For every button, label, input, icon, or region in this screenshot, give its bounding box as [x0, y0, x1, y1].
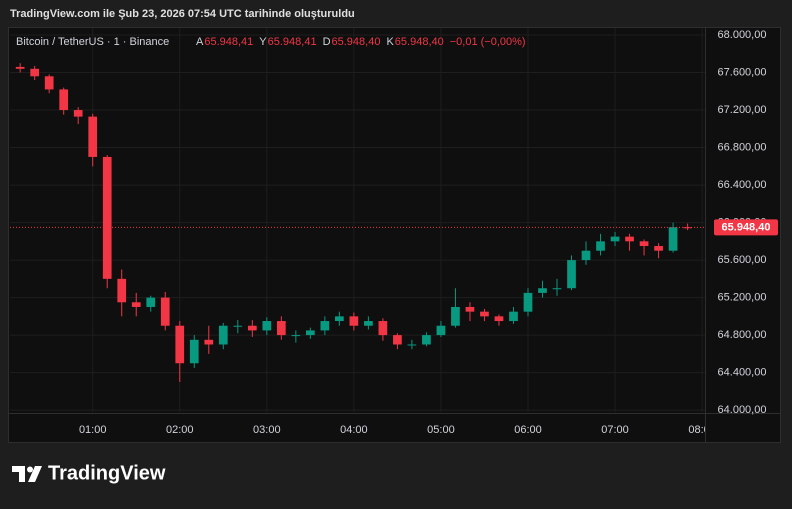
x-tick-label: 01:00: [79, 424, 107, 436]
candle-body: [247, 325, 257, 331]
candle-body: [668, 227, 678, 251]
candle-body: [204, 339, 214, 345]
y-tick-label: 66.400,00: [718, 179, 767, 191]
candle-body: [320, 321, 330, 331]
candle-body: [262, 321, 272, 331]
ohlc-value: 65.948,40: [395, 36, 444, 48]
chart-frame: [8, 27, 781, 443]
candle-body: [131, 302, 141, 307]
candle-body: [509, 311, 518, 322]
candle-body: [407, 344, 417, 346]
candle-body: [102, 156, 112, 279]
candle-body: [683, 227, 692, 229]
y-tick-label: 64.800,00: [718, 329, 767, 341]
logo: TradingView: [12, 462, 166, 484]
candle-body: [451, 306, 460, 326]
x-tick-label: 07:00: [601, 424, 629, 436]
x-tick-label: 02:00: [166, 424, 194, 436]
candle-body: [625, 236, 634, 242]
ohlc-legend: A 65.948,41 Y 65.948,41 D 65.948,40 K 65.948,40…: [196, 36, 526, 48]
candle-body: [538, 288, 547, 293]
y-tick-label: 66.800,00: [718, 141, 767, 153]
candle-body: [364, 321, 373, 326]
candle-body: [480, 311, 489, 317]
y-tick-label: 67.600,00: [718, 66, 767, 78]
candle-body: [291, 335, 301, 337]
x-tick-label: 03:00: [253, 424, 281, 436]
candle-body: [88, 116, 98, 157]
candle-body: [465, 306, 475, 312]
ohlc-label: Y: [259, 36, 267, 48]
candle-body: [73, 110, 83, 117]
candle-body: [436, 325, 446, 336]
candle-body: [175, 325, 185, 364]
y-tick-label: 65.200,00: [718, 292, 767, 304]
candle-body: [422, 335, 431, 345]
candle-body: [349, 316, 359, 326]
y-tick-label: 68.000,00: [718, 29, 767, 41]
candle-body: [44, 76, 54, 90]
candle-body: [596, 241, 605, 251]
ohlc-label: A: [196, 36, 204, 48]
last-price-badge: [714, 219, 778, 236]
candle-body: [15, 66, 25, 69]
plot: [10, 28, 705, 412]
x-tick-label: 04:00: [340, 424, 368, 436]
candle-body: [494, 316, 504, 322]
candle-body: [189, 339, 199, 364]
change: −0,01 (−0,00%): [450, 36, 526, 48]
y-tick-label: 65.600,00: [718, 254, 767, 266]
candle-body: [218, 325, 228, 345]
candle-body: [378, 321, 388, 336]
candle-body: [552, 288, 562, 290]
brand: TradingView: [48, 462, 166, 484]
candle-body: [654, 246, 663, 251]
chart-title: Bitcoin / TetherUS · 1 · Binance: [16, 36, 169, 48]
logo-mark: [27, 466, 33, 473]
logo-mark: [28, 466, 42, 482]
ohlc-value: 65.948,41: [204, 36, 253, 48]
last-price-label: 65.948,40: [722, 221, 771, 233]
x-tick-label: 05:00: [427, 424, 455, 436]
candle-body: [160, 297, 170, 326]
candle-body: [639, 241, 649, 247]
y-tick-label: 67.200,00: [718, 104, 767, 116]
candle-body: [335, 316, 344, 322]
logo-mark: [12, 466, 25, 482]
candle-body: [581, 250, 591, 261]
candle-body: [233, 325, 243, 327]
candle-body: [305, 330, 315, 336]
candle-body: [59, 89, 69, 111]
candle-body: [276, 321, 286, 336]
y-tick-label: 64.400,00: [718, 367, 767, 379]
candle-body: [146, 297, 156, 307]
y-tick-label: 64.000,00: [718, 404, 767, 416]
candle-body: [30, 68, 40, 77]
candle-body: [567, 260, 576, 289]
candle-body: [523, 292, 533, 312]
candle-body: [393, 335, 402, 345]
caption: TradingView.com ile Şub 23, 2026 07:54 U…: [10, 8, 355, 20]
candle-body: [117, 278, 127, 303]
ohlc-value: 65.948,40: [332, 36, 381, 48]
x-tick-label: 08:00: [688, 424, 716, 436]
ohlc-label: D: [323, 36, 331, 48]
candle-body: [610, 236, 620, 242]
ohlc-label: K: [386, 36, 394, 48]
x-tick-label: 06:00: [514, 424, 542, 436]
ohlc-value: 65.948,41: [268, 36, 317, 48]
